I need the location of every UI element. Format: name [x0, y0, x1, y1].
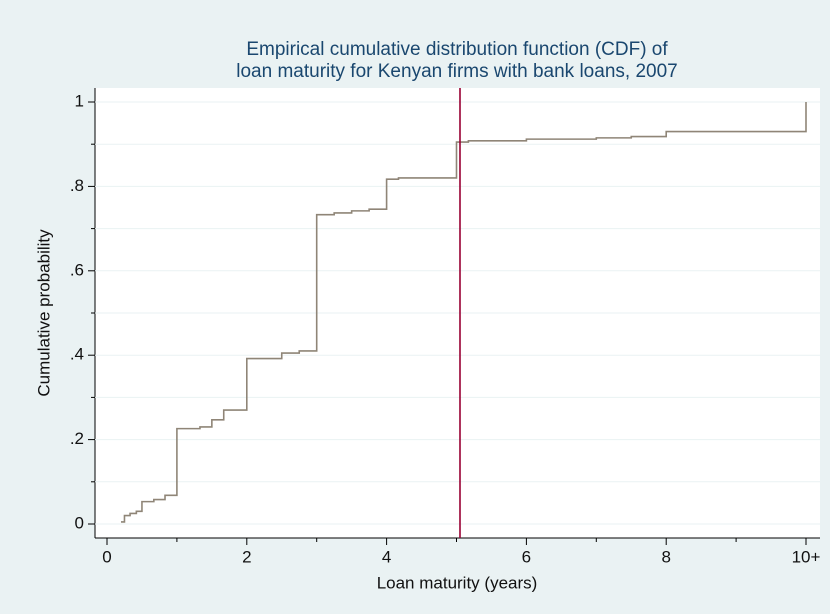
y-tick-label: .2: [70, 429, 84, 448]
y-tick-label: 1: [75, 91, 84, 110]
x-tick-label: 6: [522, 547, 531, 566]
x-tick-label: 8: [661, 547, 670, 566]
y-tick-label: .6: [70, 260, 84, 279]
x-axis-title: Loan maturity (years): [377, 573, 538, 592]
y-tick-label: .8: [70, 176, 84, 195]
chart-title: Empirical cumulative distribution functi…: [246, 39, 668, 60]
y-tick-label: 0: [75, 513, 84, 532]
y-tick-label: .4: [70, 345, 84, 364]
x-tick-label: 0: [102, 547, 111, 566]
x-tick-label: 10+: [792, 547, 821, 566]
x-tick-label: 2: [242, 547, 251, 566]
x-tick-label: 4: [382, 547, 391, 566]
y-axis-title: Cumulative probability: [34, 229, 53, 397]
chart-title: loan maturity for Kenyan firms with bank…: [236, 61, 677, 82]
cdf-line: [120, 102, 807, 523]
